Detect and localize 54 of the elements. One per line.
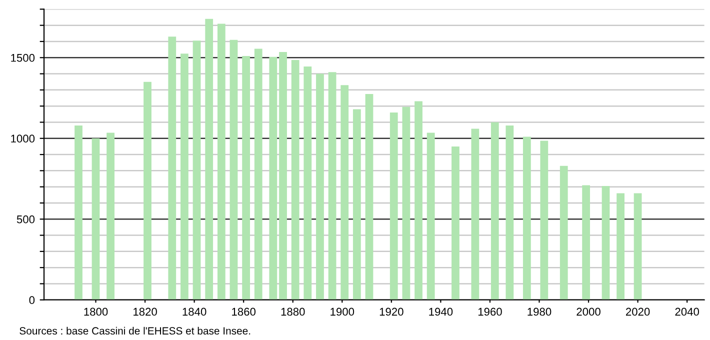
bar xyxy=(230,40,238,300)
bar xyxy=(74,125,82,300)
bar xyxy=(506,125,514,300)
bar xyxy=(180,54,188,300)
bar xyxy=(106,132,114,300)
bar xyxy=(291,60,300,300)
x-tick-label: 2040 xyxy=(675,308,699,316)
bar xyxy=(426,132,435,300)
x-tick-label: 1880 xyxy=(281,308,305,316)
bar xyxy=(602,186,610,300)
bar xyxy=(279,52,287,300)
x-tick-label: 1940 xyxy=(429,308,453,316)
x-tick-label: 1800 xyxy=(84,308,108,316)
bar xyxy=(540,140,548,300)
bar xyxy=(254,48,262,300)
x-tick-label: 1820 xyxy=(134,308,157,316)
bar xyxy=(471,128,480,300)
bar xyxy=(414,101,422,300)
bar xyxy=(168,36,176,300)
bar xyxy=(269,56,278,300)
bar xyxy=(365,94,374,300)
bar xyxy=(192,40,201,300)
bar xyxy=(490,122,499,300)
bar xyxy=(144,82,152,300)
bar xyxy=(616,193,624,300)
x-tick-label: 1920 xyxy=(380,308,404,316)
bar xyxy=(634,193,642,300)
bar xyxy=(402,106,410,300)
bar xyxy=(316,74,324,300)
bar xyxy=(390,112,398,300)
y-tick-label: 1000 xyxy=(11,134,35,143)
x-tick-label: 1840 xyxy=(182,308,206,316)
bar xyxy=(452,146,460,300)
y-tick-label: 0 xyxy=(29,296,35,304)
x-tick-label: 2020 xyxy=(626,308,650,316)
bar xyxy=(328,72,336,300)
y-tick-label: 500 xyxy=(16,215,35,224)
bar xyxy=(92,138,100,300)
bar xyxy=(560,166,568,300)
x-tick-label: 1900 xyxy=(330,308,354,316)
bar xyxy=(217,24,226,300)
x-tick-label: 1960 xyxy=(478,308,502,316)
bar xyxy=(522,136,531,300)
bar xyxy=(304,66,312,300)
y-tick-label: 1500 xyxy=(11,54,35,62)
bar xyxy=(242,56,250,300)
x-tick-label: 1860 xyxy=(232,308,256,316)
source-note: Sources : base Cassini de l'EHESS et base Insee. xyxy=(20,326,250,335)
x-tick-label: 1980 xyxy=(528,308,552,316)
bar xyxy=(582,185,590,300)
bar xyxy=(352,109,361,300)
bar xyxy=(205,18,214,300)
x-tick-label: 2000 xyxy=(576,308,600,316)
bar xyxy=(340,85,349,300)
